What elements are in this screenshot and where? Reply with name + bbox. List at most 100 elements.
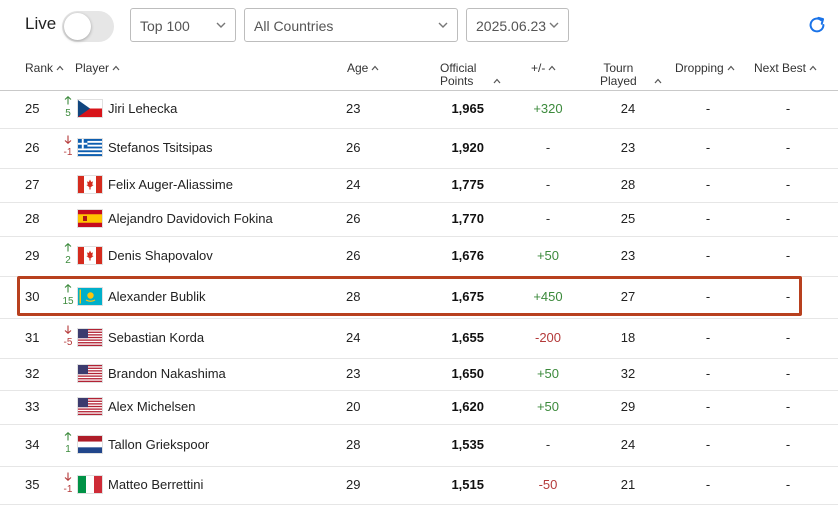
age-cell: 29 <box>346 477 361 492</box>
player-name[interactable]: Brandon Nakashima <box>108 366 226 381</box>
flag-usa-icon <box>78 398 102 415</box>
rank-cell: 28 <box>25 211 40 226</box>
tourn-played-cell: 25 <box>620 211 636 226</box>
top-select-value: Top 100 <box>140 18 190 34</box>
country-select[interactable]: All Countries <box>244 8 458 42</box>
dropping-cell: - <box>705 140 711 155</box>
chevron-down-icon <box>216 22 226 28</box>
player-name[interactable]: Alexander Bublik <box>108 289 206 304</box>
live-toggle[interactable] <box>62 11 114 42</box>
player-name[interactable]: Jiri Lehecka <box>108 101 178 116</box>
flag-cze-icon <box>78 100 102 117</box>
age-cell: 24 <box>346 330 361 345</box>
table-row[interactable]: 26 -1 Stefanos Tsitsipas 26 1,920 - 23 - - <box>0 128 838 169</box>
arrow-down-icon <box>61 472 75 484</box>
age-cell: 26 <box>346 140 361 155</box>
table-row[interactable]: 33 Alex Michelsen 20 1,620 +50 29 - - <box>0 390 838 425</box>
rank-movement-value: 1 <box>65 444 71 455</box>
rank-movement-value: -1 <box>63 484 73 495</box>
rank-cell: 35 <box>25 477 40 492</box>
rank-movement: -1 <box>61 135 75 158</box>
sort-caret-icon <box>56 65 64 71</box>
date-select[interactable]: 2025.06.23 <box>466 8 569 42</box>
player-name[interactable]: Sebastian Korda <box>108 330 205 345</box>
dropping-cell: - <box>705 101 711 116</box>
points-change-cell: +450 <box>533 289 563 304</box>
live-toggle-knob <box>64 13 91 40</box>
table-row[interactable]: 27 Felix Auger-Aliassime 24 1,775 - 28 - - <box>0 168 838 203</box>
table-row[interactable]: 25 5 Jiri Lehecka 23 1,965 +320 24 - - <box>0 90 838 129</box>
sort-caret-icon <box>493 71 501 89</box>
player-name[interactable]: Alex Michelsen <box>108 399 196 414</box>
age-cell: 28 <box>346 289 361 304</box>
flag-usa-icon <box>78 365 102 382</box>
dropping-cell: - <box>705 177 711 192</box>
tourn-played-cell: 27 <box>620 289 636 304</box>
rank-movement: 1 <box>61 432 75 455</box>
player-name[interactable]: Denis Shapovalov <box>108 248 213 263</box>
table-header: Rank Player Age Official Points +/- Tourn… <box>0 52 838 91</box>
points-cell: 1,775 <box>451 177 484 192</box>
points-cell: 1,535 <box>451 437 484 452</box>
next-best-cell: - <box>785 366 791 381</box>
refresh-icon[interactable] <box>806 14 828 36</box>
top-select[interactable]: Top 100 <box>130 8 236 42</box>
next-best-cell: - <box>785 211 791 226</box>
rank-cell: 26 <box>25 140 40 155</box>
player-name[interactable]: Stefanos Tsitsipas <box>108 140 213 155</box>
dropping-cell: - <box>705 366 711 381</box>
points-cell: 1,920 <box>451 140 484 155</box>
rank-movement: 5 <box>61 96 75 119</box>
points-change-cell: - <box>545 437 551 452</box>
age-cell: 26 <box>346 211 361 226</box>
col-next-best[interactable]: Next Best <box>754 62 817 75</box>
player-name[interactable]: Matteo Berrettini <box>108 477 204 492</box>
player-name[interactable]: Alejandro Davidovich Fokina <box>108 211 273 226</box>
player-name[interactable]: Felix Auger-Aliassime <box>108 177 233 192</box>
arrow-up-icon <box>61 96 75 108</box>
age-cell: 28 <box>346 437 361 452</box>
arrow-up-icon <box>61 243 75 255</box>
table-row[interactable]: 35 -1 Matteo Berrettini 29 1,515 -50 21 - - <box>0 466 838 505</box>
tourn-played-cell: 29 <box>620 399 636 414</box>
rank-cell: 31 <box>25 330 40 345</box>
date-select-value: 2025.06.23 <box>476 18 547 34</box>
points-change-cell: - <box>545 140 551 155</box>
rank-cell: 25 <box>25 101 40 116</box>
age-cell: 24 <box>346 177 361 192</box>
table-row[interactable]: 34 1 Tallon Griekspoor 28 1,535 - 24 - - <box>0 424 838 467</box>
country-select-value: All Countries <box>254 18 334 34</box>
table-row[interactable]: 32 Brandon Nakashima 23 1,650 +50 32 - - <box>0 358 838 391</box>
age-cell: 26 <box>346 248 361 263</box>
col-points[interactable]: Official Points <box>440 61 477 88</box>
sort-caret-icon <box>371 65 379 71</box>
next-best-cell: - <box>785 330 791 345</box>
col-player[interactable]: Player <box>75 62 120 75</box>
col-rank[interactable]: Rank <box>25 62 64 75</box>
col-tourn-played[interactable]: Tourn Played <box>600 61 637 88</box>
rank-movement: -5 <box>61 325 75 348</box>
points-cell: 1,676 <box>451 248 484 263</box>
points-change-cell: +50 <box>536 248 560 263</box>
col-dropping[interactable]: Dropping <box>675 62 735 75</box>
flag-can-icon <box>78 176 102 193</box>
table-row[interactable]: 31 -5 Sebastian Korda 24 1,655 -200 18 - - <box>0 318 838 359</box>
table-row[interactable]: 30 15 Alexander Bublik 28 1,675 +450 27 - - <box>0 276 838 319</box>
col-age[interactable]: Age <box>347 62 379 75</box>
rank-cell: 30 <box>25 289 40 304</box>
sort-caret-icon <box>654 71 662 89</box>
points-cell: 1,650 <box>451 366 484 381</box>
flag-ita-icon <box>78 476 102 493</box>
points-cell: 1,655 <box>451 330 484 345</box>
player-name[interactable]: Tallon Griekspoor <box>108 437 210 452</box>
points-cell: 1,770 <box>451 211 484 226</box>
table-row[interactable]: 29 2 Denis Shapovalov 26 1,676 +50 23 - - <box>0 236 838 277</box>
flag-ned-icon <box>78 436 102 453</box>
points-change-cell: +50 <box>536 366 560 381</box>
chevron-down-icon <box>549 22 559 28</box>
tourn-played-cell: 23 <box>620 248 636 263</box>
arrow-up-icon <box>61 432 75 444</box>
table-row[interactable]: 28 Alejandro Davidovich Fokina 26 1,770 - 25 -… <box>0 202 838 237</box>
next-best-cell: - <box>785 140 791 155</box>
col-change[interactable]: +/- <box>531 62 556 75</box>
